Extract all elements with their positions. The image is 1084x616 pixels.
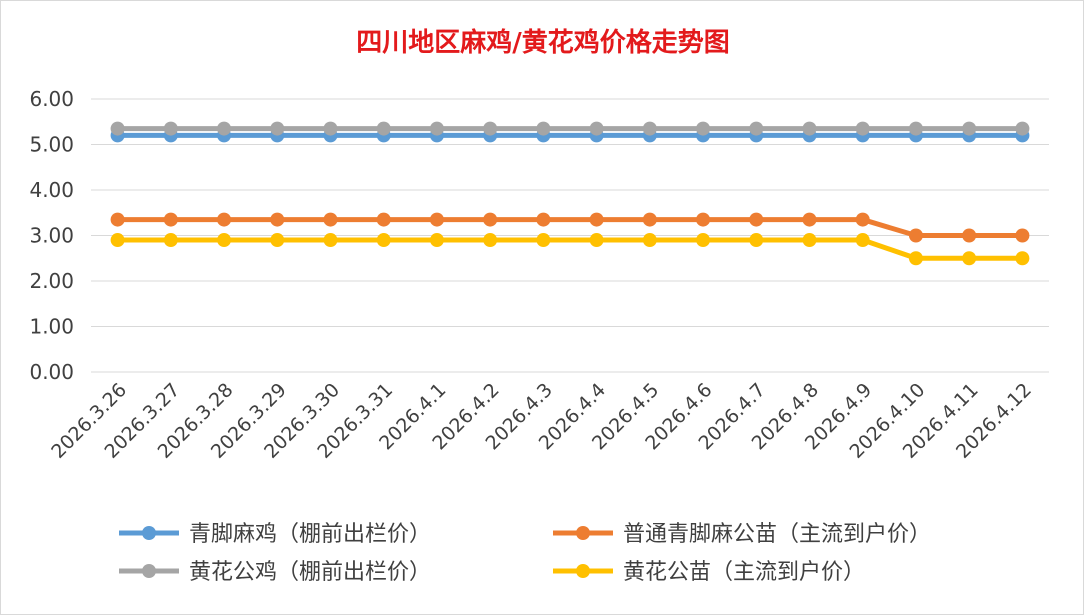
data-point <box>217 233 232 248</box>
data-point <box>429 233 444 248</box>
data-point <box>429 212 444 227</box>
data-point <box>110 121 125 136</box>
y-tick-label: 4.00 <box>29 178 74 202</box>
data-point <box>962 121 977 136</box>
data-point <box>163 212 178 227</box>
data-point <box>483 212 498 227</box>
data-point <box>163 121 178 136</box>
data-point <box>589 121 604 136</box>
data-point <box>908 121 923 136</box>
series-lines <box>110 121 1030 266</box>
data-point <box>962 228 977 243</box>
data-point <box>802 121 817 136</box>
data-point <box>536 233 551 248</box>
y-tick-label: 2.00 <box>29 269 74 293</box>
data-point <box>1015 251 1030 266</box>
y-tick-label: 0.00 <box>29 360 74 384</box>
data-point <box>270 212 285 227</box>
data-point <box>696 121 711 136</box>
data-point <box>642 212 657 227</box>
legend-label: 普通青脚麻公苗（主流到户价） <box>623 522 931 547</box>
data-point <box>323 121 338 136</box>
y-tick-label: 1.00 <box>29 315 74 339</box>
legend: 青脚麻鸡（棚前出栏价） 普通青脚麻公苗（主流到户价） 黄花公鸡（棚前出栏价） 黄花公苗… <box>119 522 931 585</box>
data-point <box>642 121 657 136</box>
data-point <box>429 121 444 136</box>
data-point <box>323 233 338 248</box>
data-point <box>802 233 817 248</box>
legend-swatch-marker <box>142 564 156 578</box>
data-point <box>376 121 391 136</box>
data-point <box>802 212 817 227</box>
data-point <box>855 233 870 248</box>
data-point <box>589 212 604 227</box>
data-point <box>696 233 711 248</box>
data-point <box>163 233 178 248</box>
data-point <box>110 212 125 227</box>
legend-item: 黄花公鸡（棚前出栏价） <box>119 560 431 585</box>
data-point <box>536 212 551 227</box>
y-tick-label: 3.00 <box>29 224 74 248</box>
data-point <box>483 121 498 136</box>
data-point <box>749 233 764 248</box>
data-point <box>376 233 391 248</box>
legend-label: 黄花公苗（主流到户价） <box>623 560 865 585</box>
data-point <box>855 212 870 227</box>
data-point <box>642 233 657 248</box>
series-1 <box>110 212 1030 243</box>
data-point <box>749 212 764 227</box>
series-3 <box>110 233 1030 266</box>
series-line <box>117 237 1023 261</box>
legend-swatch-marker <box>576 564 590 578</box>
data-point <box>323 212 338 227</box>
data-point <box>536 121 551 136</box>
y-tick-label: 6.00 <box>29 87 74 111</box>
legend-item: 青脚麻鸡（棚前出栏价） <box>119 522 431 547</box>
data-point <box>908 228 923 243</box>
legend-swatch-marker <box>142 526 156 540</box>
data-point <box>270 233 285 248</box>
legend-item: 黄花公苗（主流到户价） <box>553 560 865 585</box>
data-point <box>589 233 604 248</box>
data-point <box>1015 121 1030 136</box>
data-point <box>855 121 870 136</box>
data-point <box>110 233 125 248</box>
data-point <box>217 212 232 227</box>
legend-item: 普通青脚麻公苗（主流到户价） <box>553 522 931 547</box>
legend-label: 青脚麻鸡（棚前出栏价） <box>189 522 431 547</box>
data-point <box>696 212 711 227</box>
data-point <box>962 251 977 266</box>
x-axis-ticks: 2026.3.262026.3.272026.3.282026.3.292026… <box>47 379 1036 463</box>
series-2 <box>110 121 1030 136</box>
data-point <box>1015 228 1030 243</box>
data-point <box>483 233 498 248</box>
data-point <box>749 121 764 136</box>
data-point <box>217 121 232 136</box>
legend-swatch-marker <box>576 526 590 540</box>
y-tick-label: 5.00 <box>29 133 74 157</box>
series-line <box>117 217 1023 238</box>
data-point <box>376 212 391 227</box>
legend-label: 黄花公鸡（棚前出栏价） <box>189 560 431 585</box>
y-axis-ticks: 0.00 1.00 2.00 3.00 4.00 5.00 6.00 <box>29 87 74 384</box>
gridlines <box>91 98 1049 373</box>
data-point <box>270 121 285 136</box>
data-point <box>908 251 923 266</box>
chart-title: 四川地区麻鸡/黄花鸡价格走势图 <box>356 27 730 58</box>
